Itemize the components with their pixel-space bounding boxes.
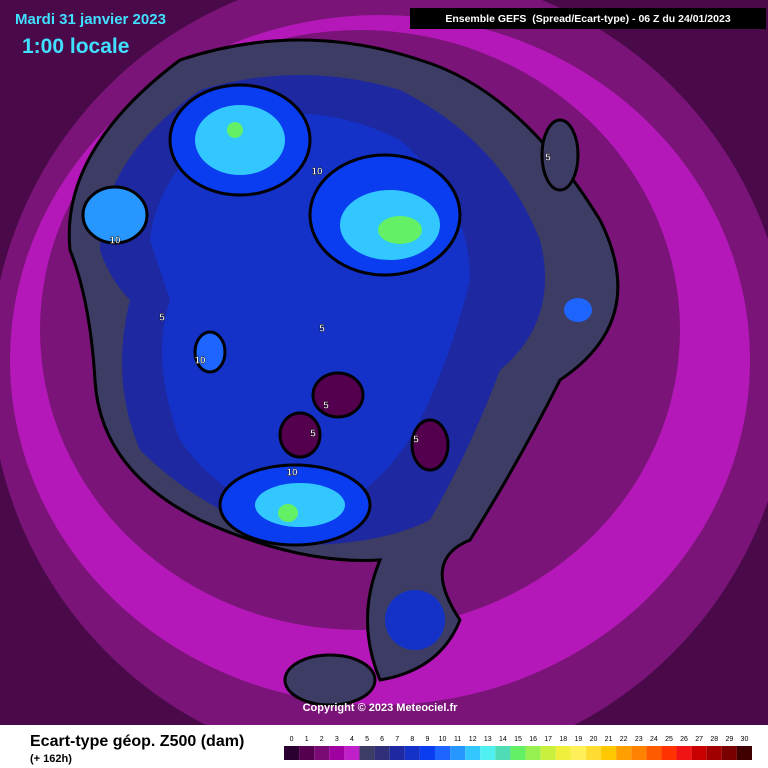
colorbar-tick-label: 9 xyxy=(425,736,429,743)
contour-label: 10 xyxy=(194,356,206,367)
contour-label: 5 xyxy=(310,429,316,440)
colorbar-swatch xyxy=(646,746,662,760)
colorbar-tick-label: 24 xyxy=(650,736,658,743)
time-label: 1:00 locale xyxy=(22,35,129,58)
colorbar-swatch xyxy=(344,746,360,760)
contour-label: 5 xyxy=(159,313,165,324)
colorbar-tick-label: 17 xyxy=(544,736,552,743)
colorbar-swatch xyxy=(585,746,602,760)
colorbar-swatch xyxy=(510,746,526,760)
colorbar-tick-label: 27 xyxy=(695,736,703,743)
colorbar-swatch xyxy=(676,746,692,760)
colorbar-swatch xyxy=(284,746,300,760)
colorbar-swatch xyxy=(691,746,707,760)
colorbar-tick-label: 11 xyxy=(454,736,461,743)
colorbar-swatch xyxy=(419,746,435,760)
colorbar-swatch xyxy=(359,746,375,760)
spread-zone xyxy=(540,118,580,192)
colorbar-tick-label: 23 xyxy=(635,736,643,743)
model-label: Ensemble GEFS (Spread/Ecart-type) - 06 Z… xyxy=(445,13,731,25)
colorbar-swatch xyxy=(525,746,541,760)
spread-zone xyxy=(278,504,298,522)
colorbar-swatch xyxy=(314,746,330,760)
colorbar-swatch xyxy=(434,746,451,760)
colorbar-tick-label: 4 xyxy=(350,736,354,743)
spread-zone xyxy=(378,216,422,244)
spread-zone xyxy=(227,122,243,138)
spread-zone xyxy=(564,298,592,322)
colorbar-tick-label: 2 xyxy=(320,736,324,743)
colorbar-tick-label: 19 xyxy=(574,736,582,743)
colorbar-tick-label: 25 xyxy=(665,736,673,743)
colorbar-tick-label: 12 xyxy=(469,736,477,743)
contour-label: 5 xyxy=(323,401,329,412)
colorbar-tick-label: 0 xyxy=(290,736,294,743)
contour-label: 5 xyxy=(319,324,325,335)
colorbar-swatch xyxy=(540,746,556,760)
colorbar-swatch xyxy=(555,746,571,760)
colorbar-tick-label: 10 xyxy=(439,736,447,743)
colorbar-swatch xyxy=(616,746,632,760)
colorbar-swatch xyxy=(721,746,737,760)
colorbar-swatch xyxy=(631,746,647,760)
colorbar-tick-label: 20 xyxy=(590,736,598,743)
spread-zone xyxy=(195,105,285,175)
spread-zone xyxy=(255,483,345,527)
colorbar-tick-label: 15 xyxy=(514,736,522,743)
colorbar-swatch xyxy=(465,746,481,760)
colorbar-swatch xyxy=(495,746,511,760)
colorbar-tick-label: 28 xyxy=(710,736,718,743)
colorbar-swatch xyxy=(736,746,752,760)
colorbar-swatch xyxy=(661,746,677,760)
colorbar-tick-label: 18 xyxy=(559,736,567,743)
colorbar-tick-label: 13 xyxy=(484,736,492,743)
colorbar-tick-label: 29 xyxy=(725,736,733,743)
colorbar-tick-label: 26 xyxy=(680,736,688,743)
contour-label: 5 xyxy=(413,435,419,446)
colorbar: 0 1 2 3 4 5 6 7 8 9 10 11 12 13 14 15 16 17 18 19 20 21 22 23 24… xyxy=(284,736,752,760)
colorbar-tick-label: 21 xyxy=(605,736,613,743)
colorbar-tick-label: 6 xyxy=(380,736,384,743)
colorbar-tick-label: 8 xyxy=(410,736,414,743)
contour-label: 10 xyxy=(311,167,323,178)
colorbar-swatch xyxy=(450,746,466,760)
spread-zone xyxy=(385,590,445,650)
spread-zone xyxy=(311,371,365,419)
colorbar-swatch xyxy=(374,746,390,760)
spread-zone xyxy=(81,185,149,245)
colorbar-swatch xyxy=(480,746,496,760)
contour-label: 10 xyxy=(286,468,298,479)
spread-zone xyxy=(193,330,227,374)
spread-zone xyxy=(283,653,377,707)
spread-zone xyxy=(278,411,322,459)
spread-zone xyxy=(410,418,450,472)
colorbar-tick-label: 3 xyxy=(335,736,339,743)
model-box xyxy=(410,8,766,29)
colorbar-swatch xyxy=(404,746,420,760)
copyright: Copyright © 2023 Meteociel.fr xyxy=(303,702,459,714)
colorbar-swatch xyxy=(570,746,586,760)
contour-label: 5 xyxy=(545,153,551,164)
date-label: Mardi 31 janvier 2023 xyxy=(15,11,166,28)
legend-subtitle: (+ 162h) xyxy=(30,753,72,765)
colorbar-tick-label: 14 xyxy=(499,736,507,743)
colorbar-tick-label: 7 xyxy=(395,736,399,743)
colorbar-tick-label: 30 xyxy=(741,736,749,743)
contour-labels: 10 10 10 10 5 5 5 5 5 5 xyxy=(109,152,551,479)
legend-title: Ecart-type géop. Z500 (dam) xyxy=(30,733,244,750)
colorbar-swatch xyxy=(299,746,315,760)
colorbar-swatch xyxy=(601,746,617,760)
colorbar-swatch xyxy=(706,746,722,760)
colorbar-tick-label: 1 xyxy=(305,736,309,743)
colorbar-tick-label: 16 xyxy=(529,736,537,743)
colorbar-tick-label: 5 xyxy=(365,736,369,743)
colorbar-swatch xyxy=(389,746,405,760)
colorbar-swatch xyxy=(329,746,345,760)
contour-label: 10 xyxy=(109,236,121,247)
colorbar-tick-label: 22 xyxy=(620,736,628,743)
